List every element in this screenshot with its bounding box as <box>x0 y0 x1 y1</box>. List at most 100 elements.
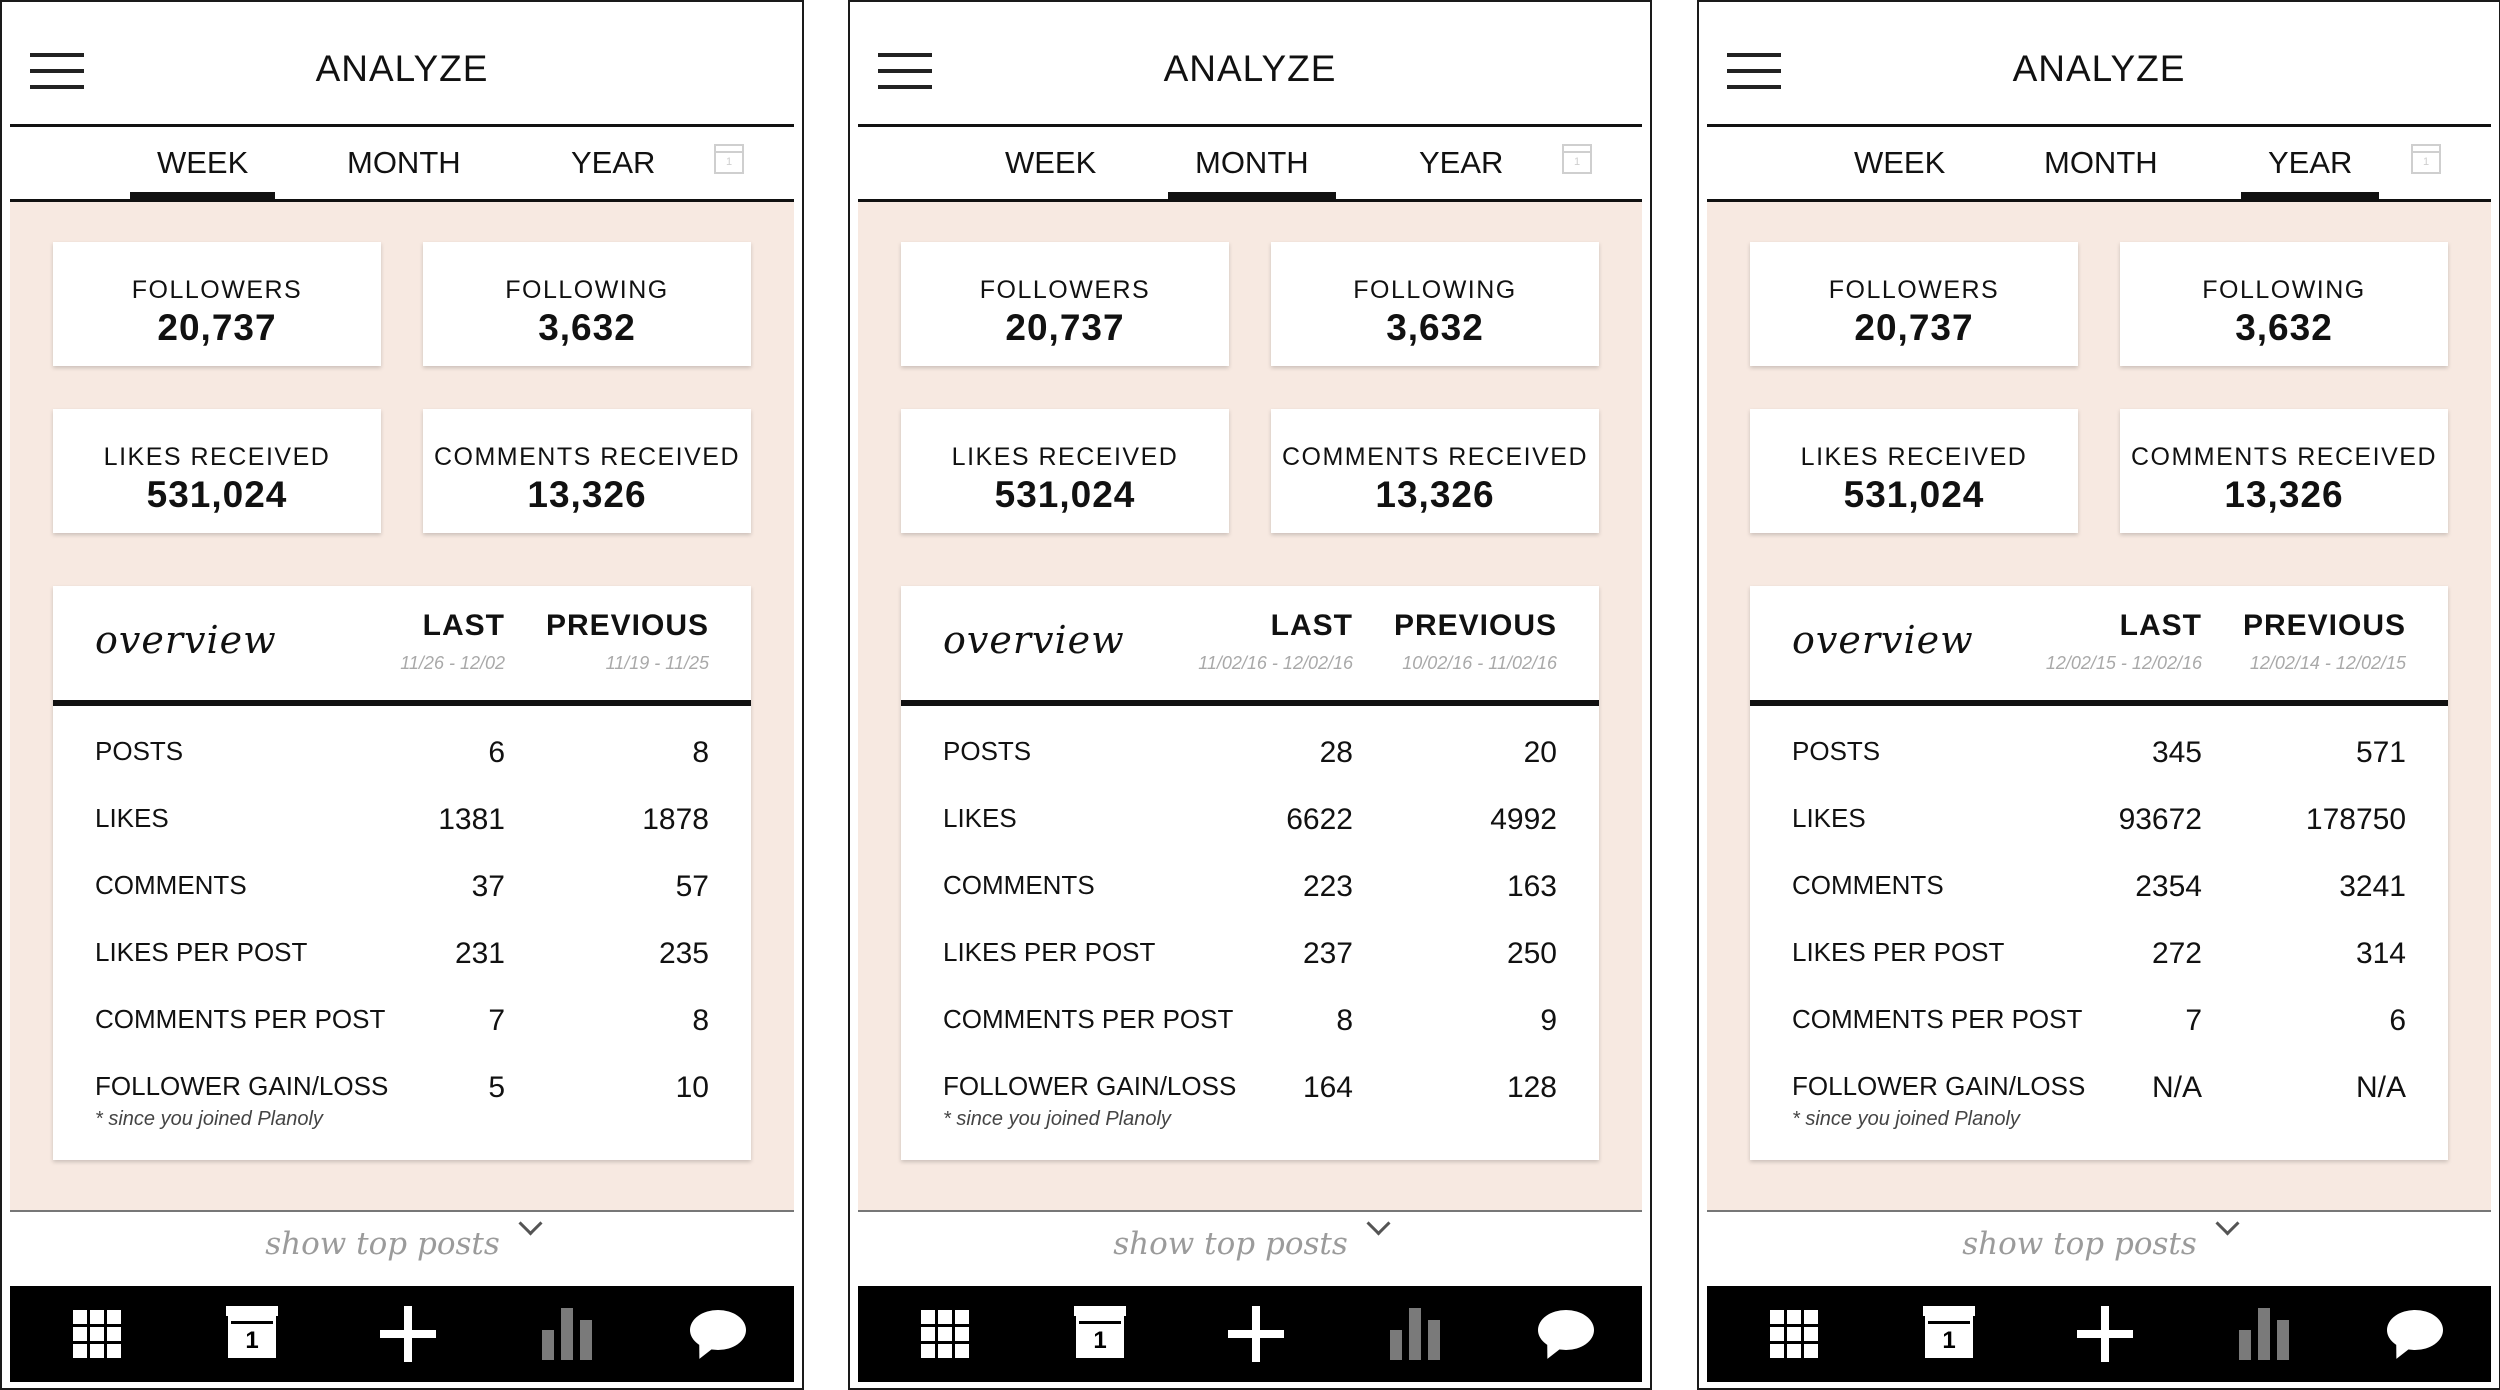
followers-label: FOLLOWERS <box>979 276 1151 304</box>
calendar-picker-icon[interactable] <box>2411 144 2441 174</box>
previous-value: 571 <box>2355 736 2406 769</box>
tab-year[interactable]: YEAR <box>571 145 656 180</box>
nav-calendar-button[interactable]: 1 <box>1060 1286 1140 1382</box>
last-value: 8 <box>1336 1004 1353 1037</box>
grid-icon <box>73 1310 121 1358</box>
tab-month[interactable]: MONTH <box>1168 145 1336 199</box>
last-value: 7 <box>2185 1004 2202 1037</box>
overview-title: overview <box>1792 618 1974 662</box>
likes-received-value: 531,024 <box>994 474 1136 515</box>
tab-year[interactable]: YEAR <box>1419 145 1504 180</box>
previous-date-range: 10/02/16 - 11/02/16 <box>1402 653 1557 673</box>
footnote: * since you joined Planoly <box>95 1108 323 1130</box>
page-title: ANALYZE <box>2012 48 2186 89</box>
show-top-posts-button[interactable]: show top posts <box>10 1210 794 1288</box>
likes-received-card: LIKES RECEIVED 531,024 <box>1750 409 2078 533</box>
nav-add-button[interactable] <box>368 1286 448 1382</box>
nav-analyze-button[interactable] <box>1372 1286 1452 1382</box>
nav-calendar-button[interactable]: 1 <box>212 1286 292 1382</box>
likes-received-value: 531,024 <box>1843 474 1985 515</box>
chat-bubble-icon <box>2387 1310 2443 1350</box>
tab-month[interactable]: MONTH <box>347 145 461 180</box>
nav-messages-button[interactable] <box>680 1286 760 1382</box>
followers-value: 20,737 <box>1005 307 1125 348</box>
last-value: 237 <box>1302 937 1353 970</box>
show-top-posts-button[interactable]: show top posts <box>858 1210 1642 1288</box>
last-value: 37 <box>471 870 505 903</box>
likes-received-label: LIKES RECEIVED <box>103 443 331 471</box>
phone-screen-month: ANALYZE WEEK MONTH YEAR FOLLOWERS 20,737… <box>848 0 1652 1390</box>
metric-label: LIKES <box>95 803 169 833</box>
calendar-picker-icon[interactable] <box>1562 144 1592 174</box>
nav-grid-button[interactable] <box>1753 1286 1833 1382</box>
previous-label: PREVIOUS <box>1393 609 1557 642</box>
nav-calendar-button[interactable]: 1 <box>1909 1286 1989 1382</box>
nav-messages-button[interactable] <box>2377 1286 2457 1382</box>
tab-week[interactable]: WEEK <box>1005 145 1097 180</box>
tab-week[interactable]: WEEK <box>1854 145 1946 180</box>
following-card: FOLLOWING 3,632 <box>2120 242 2448 366</box>
last-value: 7 <box>488 1004 505 1037</box>
table-row: LIKES 6622 4992 <box>943 803 1557 843</box>
likes-received-card: LIKES RECEIVED 531,024 <box>53 409 381 533</box>
last-value: 5 <box>488 1071 505 1104</box>
nav-grid-button[interactable] <box>56 1286 136 1382</box>
hamburger-menu-icon[interactable] <box>1727 53 1781 89</box>
comments-received-value: 13,326 <box>1375 474 1495 515</box>
last-value: 28 <box>1319 736 1353 769</box>
followers-value: 20,737 <box>1854 307 1974 348</box>
period-tabs: WEEK MONTH YEAR <box>858 127 1642 202</box>
show-top-posts-button[interactable]: show top posts <box>1707 1210 2491 1288</box>
table-row: FOLLOWER GAIN/LOSS 164 128 <box>943 1071 1557 1111</box>
table-row: FOLLOWER GAIN/LOSS N/A N/A <box>1792 1071 2406 1111</box>
app-header: ANALYZE <box>1707 2 2491 127</box>
phone-screen-week: ANALYZE WEEK MONTH YEAR FOLLOWERS 20,737… <box>0 0 804 1390</box>
metric-label: COMMENTS <box>95 870 247 900</box>
calendar-picker-icon[interactable] <box>714 144 744 174</box>
page-title: ANALYZE <box>315 48 489 89</box>
following-value: 3,632 <box>1386 307 1484 348</box>
previous-value: 57 <box>675 870 709 903</box>
previous-value: 20 <box>1523 736 1557 769</box>
nav-analyze-button[interactable] <box>2221 1286 2301 1382</box>
nav-grid-button[interactable] <box>904 1286 984 1382</box>
following-card: FOLLOWING 3,632 <box>1271 242 1599 366</box>
nav-add-button[interactable] <box>2065 1286 2145 1382</box>
likes-received-card: LIKES RECEIVED 531,024 <box>901 409 1229 533</box>
table-row: POSTS 28 20 <box>943 736 1557 776</box>
last-column-header: LAST 12/02/15 - 12/02/16 <box>2046 609 2202 674</box>
overview-table: overview LAST 11/26 - 12/02 PREVIOUS 11/… <box>53 586 751 1160</box>
following-label: FOLLOWING <box>505 276 669 304</box>
previous-column-header: PREVIOUS 10/02/16 - 11/02/16 <box>1394 609 1557 674</box>
last-column-header: LAST 11/02/16 - 12/02/16 <box>1198 609 1353 674</box>
nav-analyze-button[interactable] <box>524 1286 604 1382</box>
previous-value: 9 <box>1540 1004 1557 1037</box>
previous-column-header: PREVIOUS 11/19 - 11/25 <box>546 609 709 674</box>
tab-month[interactable]: MONTH <box>2044 145 2158 180</box>
nav-add-button[interactable] <box>1216 1286 1296 1382</box>
tab-week[interactable]: WEEK <box>129 145 276 199</box>
grid-icon <box>1770 1310 1818 1358</box>
previous-value: 314 <box>2355 937 2406 970</box>
last-value: 6 <box>488 736 505 769</box>
period-tabs: WEEK MONTH YEAR <box>10 127 794 202</box>
previous-column-header: PREVIOUS 12/02/14 - 12/02/15 <box>2243 609 2406 674</box>
page-title: ANALYZE <box>1163 48 1337 89</box>
table-row: COMMENTS 2354 3241 <box>1792 870 2406 910</box>
metric-label: POSTS <box>95 736 184 766</box>
overview-table: overview LAST 12/02/15 - 12/02/16 PREVIO… <box>1750 586 2448 1160</box>
show-top-posts-label: show top posts <box>1113 1226 1348 1262</box>
hamburger-menu-icon[interactable] <box>30 53 84 89</box>
previous-value: 8 <box>692 1004 709 1037</box>
followers-value: 20,737 <box>157 307 277 348</box>
tab-year[interactable]: YEAR <box>2240 145 2380 199</box>
chevron-down-icon <box>518 1211 543 1236</box>
likes-received-value: 531,024 <box>146 474 288 515</box>
previous-value: 8 <box>692 736 709 769</box>
comments-received-label: COMMENTS RECEIVED <box>433 443 741 471</box>
hamburger-menu-icon[interactable] <box>878 53 932 89</box>
metric-label: COMMENTS PER POST <box>1792 1004 2083 1034</box>
bottom-nav-bar: 1 <box>10 1286 794 1382</box>
plus-icon <box>2077 1306 2133 1362</box>
nav-messages-button[interactable] <box>1528 1286 1608 1382</box>
